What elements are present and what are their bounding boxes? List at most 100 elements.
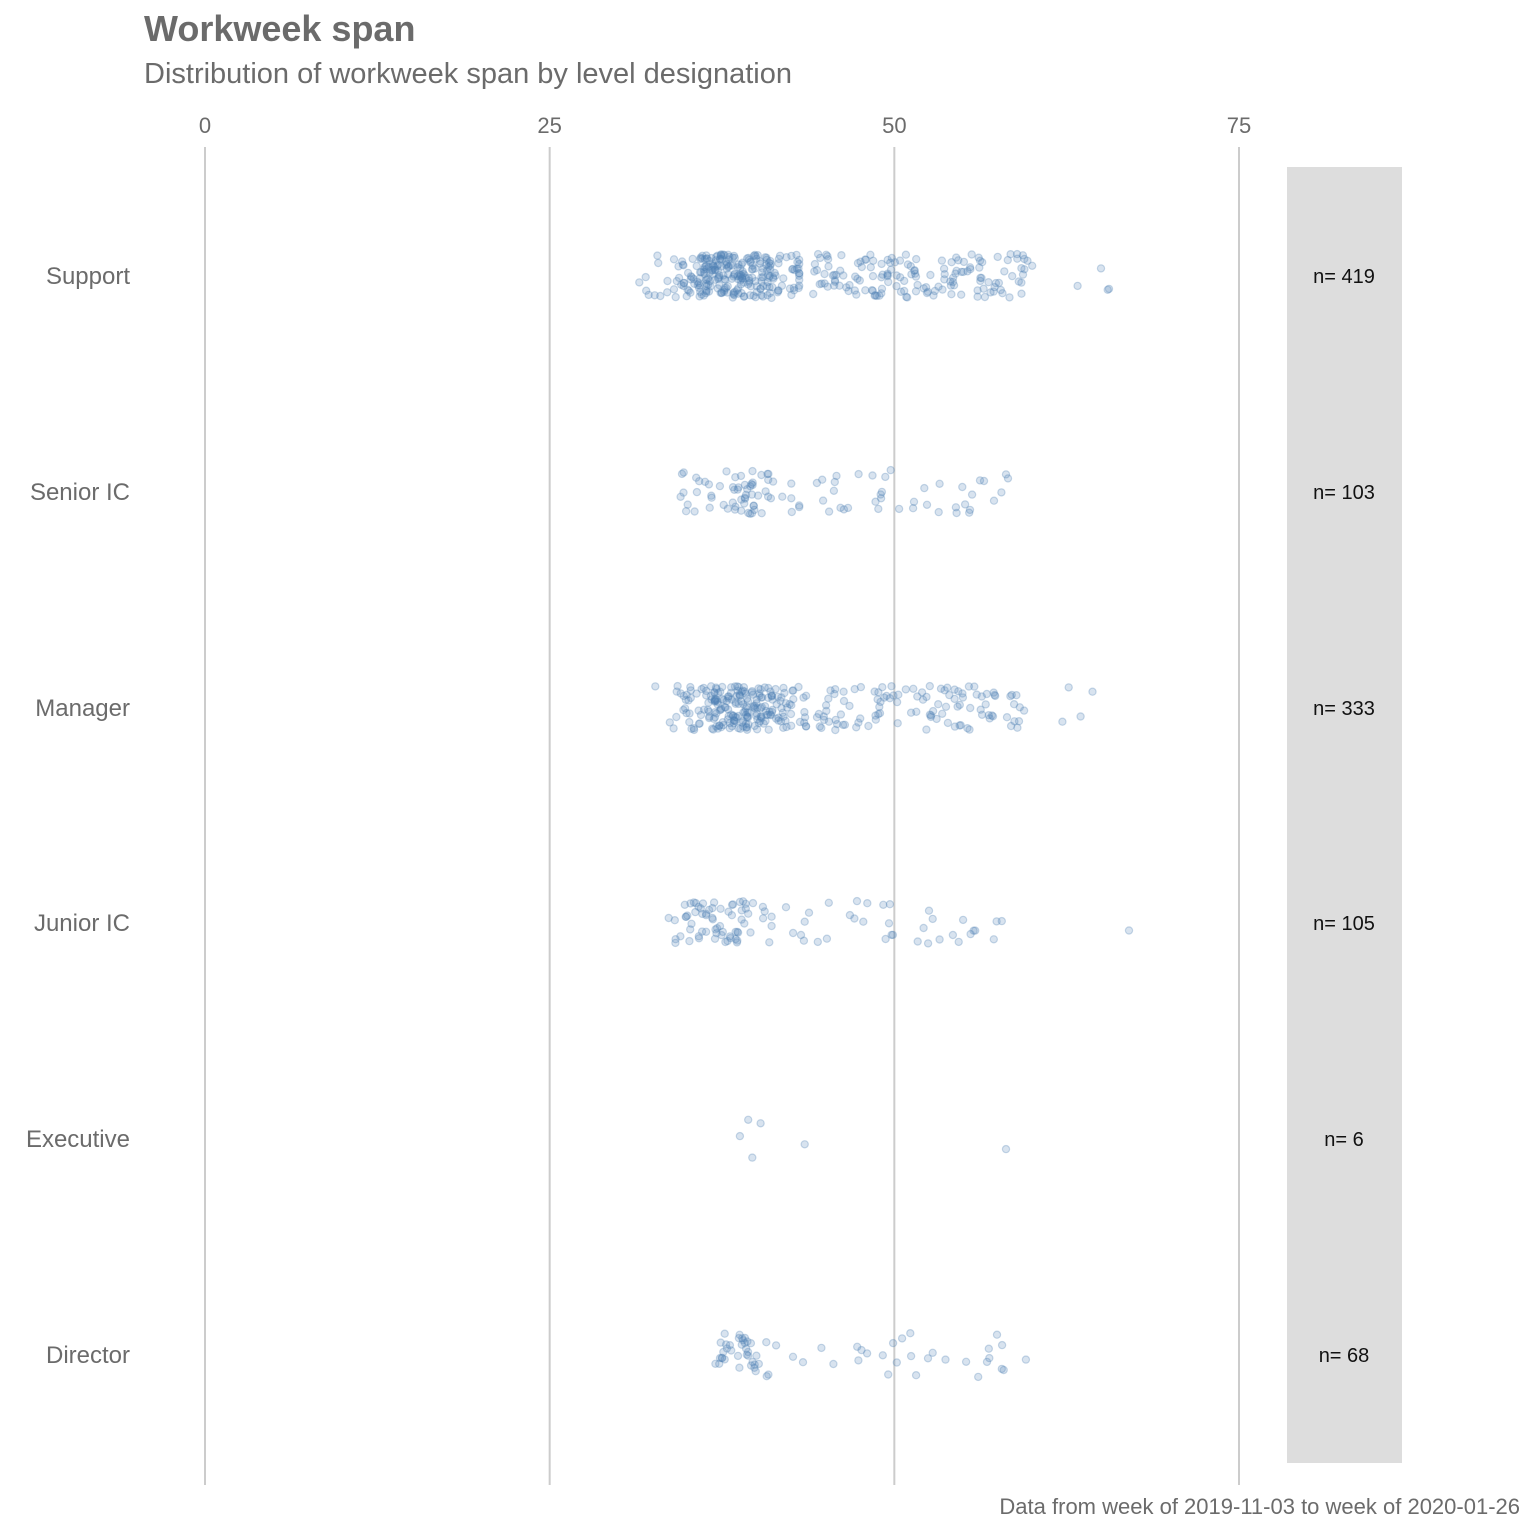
data-point-director	[982, 1357, 992, 1367]
data-point-support	[758, 292, 768, 301]
data-point-support	[866, 250, 875, 259]
data-point-manager	[893, 719, 902, 728]
data-point-senior-ic	[829, 486, 839, 495]
data-point-manager	[708, 724, 717, 733]
data-point-support	[740, 271, 749, 280]
data-point-support	[763, 270, 773, 280]
data-point-manager	[756, 704, 766, 713]
data-point-junior-ic	[741, 899, 750, 909]
data-point-manager	[699, 705, 709, 714]
data-point-manager	[699, 683, 708, 693]
data-point-manager	[772, 700, 781, 709]
data-point-support	[711, 266, 720, 275]
data-point-support	[767, 293, 776, 303]
data-point-manager	[763, 693, 773, 703]
data-point-manager	[743, 713, 753, 722]
data-point-manager	[715, 706, 725, 715]
data-point-support	[696, 287, 705, 296]
data-point-senior-ic	[681, 507, 691, 516]
data-point-manager	[723, 705, 733, 714]
data-point-support	[990, 282, 999, 292]
data-point-manager	[981, 700, 990, 709]
data-point-support	[764, 262, 773, 272]
data-point-manager	[721, 703, 730, 712]
data-point-support	[939, 264, 949, 273]
data-point-manager	[932, 714, 941, 724]
data-point-junior-ic	[721, 937, 730, 947]
data-point-support	[766, 256, 775, 266]
data-point-manager	[1007, 690, 1017, 700]
data-point-director	[974, 1372, 983, 1382]
data-point-support	[794, 283, 803, 293]
data-point-support	[656, 291, 665, 301]
data-point-support	[795, 269, 804, 278]
data-point-junior-ic	[879, 900, 888, 910]
data-point-manager	[743, 708, 752, 717]
data-point-junior-ic	[885, 900, 895, 909]
data-point-manager	[799, 693, 808, 702]
data-point-support	[785, 284, 795, 293]
data-point-support	[1014, 277, 1024, 286]
data-point-junior-ic	[698, 899, 708, 908]
data-point-manager	[787, 701, 796, 710]
data-point-director	[892, 1358, 902, 1367]
data-point-manager	[776, 717, 786, 726]
data-point-manager	[705, 712, 714, 721]
data-point-support	[792, 264, 802, 273]
data-point-director	[735, 1363, 744, 1372]
data-point-support	[756, 284, 765, 293]
data-point-manager	[762, 710, 771, 720]
data-point-manager	[779, 712, 788, 721]
data-point-support	[869, 256, 878, 265]
data-point-manager	[940, 686, 949, 695]
data-point-support	[730, 270, 739, 279]
data-point-director	[754, 1359, 764, 1369]
data-point-manager	[819, 712, 829, 721]
data-point-manager	[682, 708, 691, 718]
data-point-support	[677, 280, 686, 289]
data-point-manager	[737, 697, 746, 706]
data-point-manager	[702, 691, 711, 700]
data-point-manager	[720, 703, 730, 712]
data-point-manager	[991, 691, 1000, 701]
data-point-support	[752, 254, 761, 263]
data-point-manager	[822, 706, 831, 716]
data-point-manager	[885, 694, 895, 703]
data-point-support	[739, 269, 748, 278]
data-point-junior-ic	[744, 909, 753, 918]
data-point-manager	[856, 682, 866, 692]
data-point-manager	[712, 709, 721, 718]
data-point-manager	[727, 695, 737, 704]
data-point-manager	[747, 687, 757, 696]
data-point-junior-ic	[717, 930, 726, 940]
data-point-support	[650, 291, 659, 300]
data-point-director	[734, 1333, 744, 1343]
data-point-manager	[970, 682, 979, 691]
data-point-support	[727, 274, 737, 283]
data-point-manager	[741, 719, 751, 728]
data-point-support	[845, 280, 854, 290]
data-point-manager	[710, 696, 720, 705]
data-point-support	[669, 255, 679, 264]
data-point-support	[851, 272, 860, 281]
data-point-director	[862, 1349, 872, 1358]
data-point-junior-ic	[698, 909, 707, 919]
data-point-support	[763, 291, 772, 300]
data-point-manager	[742, 694, 752, 703]
data-point-director	[727, 1346, 736, 1355]
data-point-senior-ic	[731, 502, 740, 511]
data-point-manager	[764, 683, 773, 693]
data-point-support	[762, 255, 772, 264]
data-point-junior-ic	[852, 896, 862, 906]
data-point-junior-ic	[741, 904, 751, 913]
data-point-executive	[748, 1153, 757, 1162]
data-point-junior-ic	[701, 927, 711, 937]
data-point-support	[903, 293, 912, 302]
data-point-support	[728, 253, 737, 262]
data-point-manager	[767, 692, 777, 701]
data-point-director	[722, 1344, 732, 1353]
data-point-senior-ic	[818, 475, 827, 484]
data-point-junior-ic	[728, 900, 738, 909]
data-point-support	[759, 281, 768, 291]
data-point-junior-ic	[928, 914, 937, 924]
